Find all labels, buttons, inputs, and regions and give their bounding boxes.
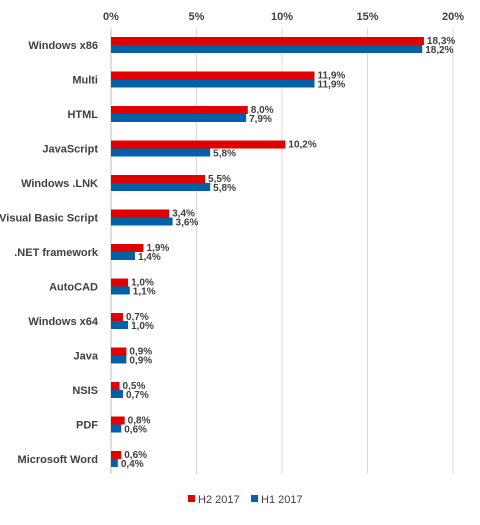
bar-h2-2017 bbox=[111, 140, 286, 149]
x-tick-label: 10% bbox=[271, 11, 293, 23]
data-label-h2-2017: 3,4% bbox=[172, 209, 195, 220]
category-label: Windows x64 bbox=[28, 316, 98, 328]
legend-label: H1 2017 bbox=[261, 494, 303, 506]
legend-swatch bbox=[251, 495, 258, 502]
data-label-h2-2017: 0,6% bbox=[124, 450, 147, 461]
bar-h2-2017 bbox=[111, 106, 248, 114]
y-axis: Windows x86 Multi HTML JavaScript Windows .L… bbox=[0, 40, 99, 466]
bar-h1-2017 bbox=[111, 252, 135, 260]
data-label-h2-2017: 11,9% bbox=[317, 71, 345, 82]
data-label-h1-2017: 0,6% bbox=[124, 425, 147, 436]
data-label-h2-2017: 10,2% bbox=[288, 140, 316, 151]
bar-h2-2017 bbox=[111, 416, 125, 425]
bar-h1-2017 bbox=[111, 183, 211, 191]
data-label-h1-2017: 7,9% bbox=[249, 114, 272, 125]
category-label: HTML bbox=[67, 109, 98, 121]
bar-h1-2017 bbox=[111, 79, 315, 88]
bar-h2-2017 bbox=[111, 244, 144, 252]
data-label-h1-2017: 0,9% bbox=[129, 356, 152, 367]
legend-swatch bbox=[188, 495, 195, 502]
data-label-h1-2017: 0,7% bbox=[126, 390, 149, 401]
bar-h1-2017 bbox=[111, 390, 123, 398]
data-label-h2-2017: 8,0% bbox=[251, 105, 274, 116]
bar-h2-2017 bbox=[111, 71, 315, 80]
data-label-h2-2017: 1,0% bbox=[131, 278, 154, 289]
category-label: Windows .LNK bbox=[21, 178, 98, 190]
bar-h2-2017 bbox=[111, 313, 123, 321]
bar-h2-2017 bbox=[111, 278, 129, 287]
data-label-h2-2017: 0,9% bbox=[129, 347, 152, 358]
bar-h1-2017 bbox=[111, 321, 129, 329]
legend: H2 2017 H1 2017 bbox=[188, 494, 303, 506]
x-axis: 0% 5% 10% 15% 20% bbox=[103, 11, 464, 23]
category-label: Visual Basic Script bbox=[0, 213, 98, 225]
data-label-h2-2017: 1,9% bbox=[146, 243, 169, 254]
data-label-h2-2017: 0,5% bbox=[123, 381, 146, 392]
x-tick-label: 5% bbox=[189, 11, 205, 23]
data-label-h1-2017: 1,4% bbox=[138, 252, 161, 263]
category-label: JavaScript bbox=[42, 144, 98, 156]
category-label: .NET framework bbox=[14, 247, 99, 259]
data-label-h1-2017: 3,6% bbox=[176, 218, 199, 229]
category-label: Microsoft Word bbox=[18, 454, 98, 466]
bar-h1-2017 bbox=[111, 286, 130, 295]
category-label: Multi bbox=[72, 75, 98, 87]
bar-h2-2017 bbox=[111, 382, 120, 390]
bar-h2-2017 bbox=[111, 347, 127, 356]
data-label-h1-2017: 5,8% bbox=[213, 149, 236, 160]
bar-h1-2017 bbox=[111, 114, 247, 122]
bars bbox=[111, 37, 424, 467]
category-label: AutoCAD bbox=[49, 282, 98, 294]
bar-h1-2017 bbox=[111, 45, 423, 53]
bar-h2-2017 bbox=[111, 209, 170, 218]
data-label-h2-2017: 0,7% bbox=[126, 312, 149, 323]
x-tick-label: 0% bbox=[103, 11, 119, 23]
category-label: Java bbox=[74, 351, 99, 363]
data-labels: 18,3%18,2%11,9%11,9%8,0%7,9%10,2%5,8%5,5… bbox=[121, 36, 456, 470]
bar-h2-2017 bbox=[111, 175, 206, 183]
data-label-h1-2017: 0,4% bbox=[121, 459, 144, 470]
bar-h1-2017 bbox=[111, 355, 127, 364]
bar-h1-2017 bbox=[111, 424, 122, 433]
category-label: PDF bbox=[76, 420, 98, 432]
bar-h1-2017 bbox=[111, 459, 118, 467]
data-label-h2-2017: 18,3% bbox=[427, 36, 455, 47]
data-label-h2-2017: 5,5% bbox=[208, 174, 231, 185]
x-tick-label: 20% bbox=[442, 11, 464, 23]
data-label-h1-2017: 1,1% bbox=[133, 287, 156, 298]
legend-label: H2 2017 bbox=[198, 494, 240, 506]
bar-h2-2017 bbox=[111, 451, 122, 459]
data-label-h1-2017: 5,8% bbox=[213, 183, 236, 194]
data-label-h1-2017: 18,2% bbox=[425, 45, 453, 56]
data-label-h1-2017: 1,0% bbox=[131, 321, 154, 332]
category-label: Windows x86 bbox=[28, 40, 98, 52]
data-label-h1-2017: 11,9% bbox=[317, 80, 345, 91]
data-label-h2-2017: 0,8% bbox=[128, 416, 151, 427]
bar-h1-2017 bbox=[111, 217, 173, 226]
x-tick-label: 15% bbox=[356, 11, 378, 23]
bar-h1-2017 bbox=[111, 148, 211, 157]
category-label: NSIS bbox=[72, 385, 98, 397]
bar-h2-2017 bbox=[111, 37, 424, 45]
